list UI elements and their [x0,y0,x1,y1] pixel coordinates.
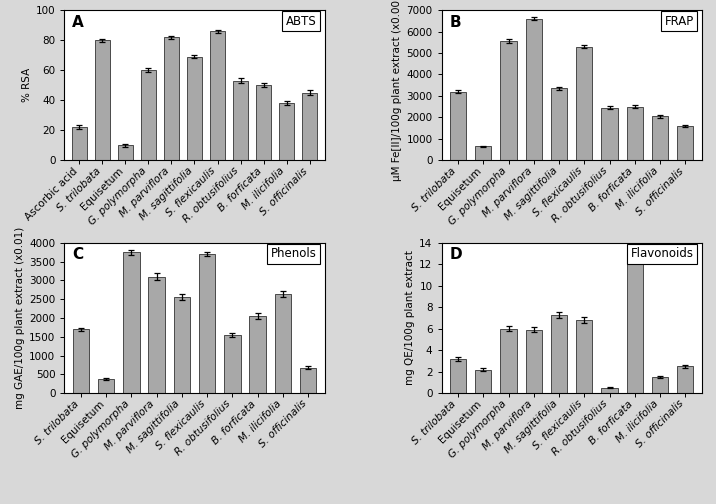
Y-axis label: μM Fe[II]/100g plant extract (x0.001): μM Fe[II]/100g plant extract (x0.001) [392,0,402,181]
Text: M. sagittifolia: M. sagittifolia [125,399,182,455]
Bar [98,379,115,393]
Text: C: C [72,247,83,263]
Text: Flavonoids: Flavonoids [631,247,694,261]
Bar [626,256,643,393]
Text: FRAP: FRAP [664,15,694,28]
Text: R. obtusifolius: R. obtusifolius [181,166,241,225]
Bar [601,388,618,393]
Bar [626,107,643,160]
Text: S. trilobata: S. trilobata [410,399,458,446]
Text: M. sagittifolia: M. sagittifolia [503,399,559,455]
Y-axis label: mg GAE/100g plant extract (x0.01): mg GAE/100g plant extract (x0.01) [15,227,25,409]
Y-axis label: mg QE/100g plant extract: mg QE/100g plant extract [405,250,415,386]
Text: B. forficata: B. forficata [216,166,263,213]
Bar [677,126,694,160]
Text: M. parviflora: M. parviflora [480,166,533,219]
Text: Ascorbic acid: Ascorbic acid [23,166,79,222]
Bar [72,329,89,393]
Text: B. forficata: B. forficata [587,399,635,446]
Bar [652,377,668,393]
Bar [551,315,567,393]
Bar [164,37,179,160]
Text: M. ilicifolia: M. ilicifolia [241,166,286,212]
Bar [475,369,491,393]
Bar [551,88,567,160]
Text: M. parviflora: M. parviflora [480,399,533,452]
Text: M. parviflora: M. parviflora [118,166,171,219]
Text: M. ilicifolia: M. ilicifolia [237,399,283,445]
Bar [500,41,517,160]
Text: Equisetum: Equisetum [60,399,106,445]
Bar [249,316,266,393]
Text: S. officinalis: S. officinalis [634,399,685,450]
Bar [256,85,271,160]
Text: S. officinalis: S. officinalis [257,399,308,450]
Bar [576,46,592,160]
Bar [275,294,291,393]
Text: S. trilobata: S. trilobata [55,166,102,213]
Text: M. ilicifolia: M. ilicifolia [614,399,660,445]
Text: B: B [450,15,461,30]
Bar [279,103,294,160]
Bar [576,320,592,393]
Bar [300,367,316,393]
Text: Equisetum: Equisetum [79,166,125,212]
Text: G. polymorpha: G. polymorpha [447,166,508,227]
Bar [677,366,694,393]
Bar [450,359,466,393]
Bar [72,127,87,160]
Text: G. polymorpha: G. polymorpha [70,399,131,460]
Bar [526,330,542,393]
Text: S. trilobata: S. trilobata [410,166,458,213]
Bar [601,108,618,160]
Text: M. ilicifolia: M. ilicifolia [614,166,660,212]
Text: A: A [72,15,84,30]
Bar [652,116,668,160]
Text: R. obtusifolius: R. obtusifolius [173,399,233,458]
Bar [95,40,110,160]
Text: G. polymorpha: G. polymorpha [87,166,148,227]
Text: Equisetum: Equisetum [437,166,483,212]
Bar [141,70,156,160]
Text: Equisetum: Equisetum [437,399,483,445]
Text: S. officinalis: S. officinalis [634,166,685,217]
Text: S. trilobata: S. trilobata [34,399,81,446]
Bar [123,253,140,393]
Bar [118,145,133,160]
Text: S. flexicaulis: S. flexicaulis [531,166,584,219]
Bar [187,56,202,160]
Text: S. flexicaulis: S. flexicaulis [165,166,218,219]
Bar [224,335,241,393]
Bar [174,297,190,393]
Bar [500,329,517,393]
Text: Phenols: Phenols [271,247,316,261]
Text: G. polymorpha: G. polymorpha [447,399,508,460]
Text: ABTS: ABTS [286,15,316,28]
Text: M. parviflora: M. parviflora [103,399,157,452]
Text: S. flexicaulis: S. flexicaulis [531,399,584,452]
Text: M. sagittifolia: M. sagittifolia [503,166,559,222]
Text: D: D [450,247,462,263]
Text: S. flexicaulis: S. flexicaulis [154,399,207,452]
Text: B. forficata: B. forficata [587,166,635,213]
Bar [450,92,466,160]
Text: M. sagittifolia: M. sagittifolia [138,166,195,222]
Bar [210,31,225,160]
Bar [199,254,216,393]
Bar [526,19,542,160]
Text: R. obtusifolius: R. obtusifolius [551,399,609,458]
Text: R. obtusifolius: R. obtusifolius [551,166,609,225]
Bar [475,146,491,160]
Y-axis label: % RSA: % RSA [21,68,32,102]
Text: S. officinalis: S. officinalis [258,166,309,217]
Bar [148,277,165,393]
Bar [302,93,317,160]
Bar [233,81,248,160]
Text: B. forficata: B. forficata [211,399,258,446]
